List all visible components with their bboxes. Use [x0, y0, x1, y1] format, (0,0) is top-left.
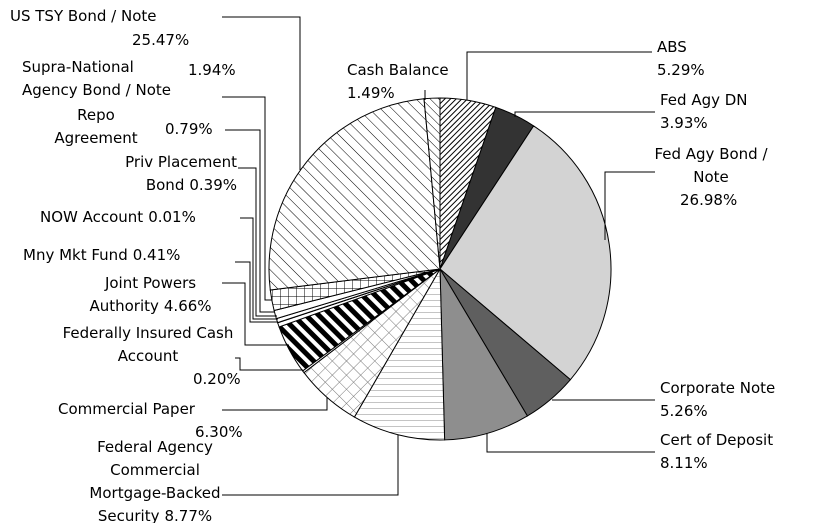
slice-label: Federal Agency Commercial Mortgage-Backe…	[80, 436, 230, 523]
slice-label: NOW Account 0.01%	[40, 206, 250, 229]
category-label: Supra-National Agency Bond / Note	[22, 58, 172, 99]
leader-line	[222, 397, 328, 411]
value-label: 0.39%	[189, 176, 237, 194]
category-label: Joint Powers Authority	[89, 274, 197, 315]
value-label: 0.20%	[193, 370, 241, 388]
slice-label: Mny Mkt Fund 0.41%	[23, 244, 243, 267]
leader-line	[238, 167, 277, 317]
leader-line	[235, 261, 278, 323]
leader-line	[222, 96, 272, 301]
category-label: Repo Agreement	[54, 106, 138, 147]
slice-label: Priv Placement Bond 0.39%	[55, 151, 237, 197]
leader-line	[222, 16, 301, 170]
category-label: Cash Balance	[347, 61, 449, 79]
leader-line	[225, 129, 275, 313]
value-label: 26.98%	[680, 191, 738, 209]
slice-label: Joint Powers Authority 4.66%	[68, 272, 233, 318]
value-label: 25.47%	[132, 31, 190, 49]
value-label: 8.11%	[660, 454, 708, 472]
category-label: Priv Placement Bond	[125, 153, 237, 194]
category-label: Cert of Deposit	[660, 431, 774, 449]
value-label: 0.41%	[132, 246, 181, 264]
pie-slice	[439, 125, 612, 381]
category-label: US TSY Bond / Note	[10, 7, 157, 25]
value-label: 5.26%	[660, 402, 708, 420]
leader-line	[604, 171, 655, 240]
category-label: Federal Agency Commercial Mortgage-Backe…	[89, 438, 221, 523]
leader-line	[240, 217, 278, 320]
value-label: 0.79%	[165, 120, 213, 138]
value-label: 6.30%	[195, 423, 243, 441]
leader-line	[514, 111, 655, 117]
category-label: Mny Mkt Fund	[23, 246, 128, 264]
value-label: 3.93%	[660, 114, 708, 132]
pie-slice	[353, 267, 446, 441]
category-label: Commercial Paper	[58, 400, 195, 418]
value-label: 8.77%	[164, 507, 213, 523]
category-label: Fed Agy DN	[660, 91, 748, 109]
value-label: 1.94%	[188, 61, 236, 79]
pie-slice	[268, 98, 441, 291]
leader-line	[222, 282, 289, 346]
category-label: ABS	[657, 38, 687, 56]
category-label: Fed Agy Bond / Note	[654, 145, 768, 186]
leader-line	[235, 357, 303, 371]
leader-line	[222, 435, 399, 496]
leader-line	[466, 51, 652, 100]
pie-slice	[423, 97, 441, 270]
value-label: 0.01%	[148, 208, 196, 226]
category-label: Corporate Note	[660, 379, 776, 397]
value-label: 5.29%	[657, 61, 705, 79]
value-label: 1.49%	[347, 84, 395, 102]
category-label: Federally Insured Cash Account	[62, 324, 234, 365]
value-label: 4.66%	[163, 297, 212, 315]
category-label: NOW Account	[40, 208, 144, 226]
leader-line	[486, 433, 655, 453]
